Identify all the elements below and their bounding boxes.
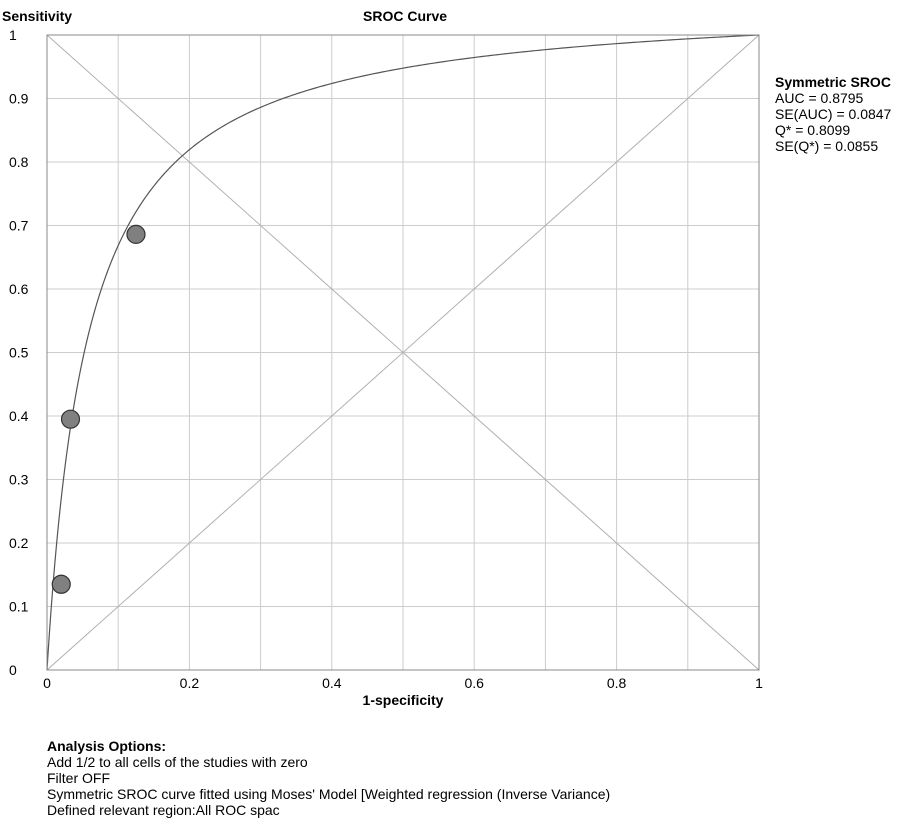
summary-se-auc: SE(AUC) = 0.0847 — [775, 106, 892, 122]
x-tick-label: 1 — [755, 675, 763, 691]
options-heading: Analysis Options: — [47, 738, 167, 754]
study-point — [60, 409, 81, 429]
y-tick-label: 0 — [9, 662, 17, 678]
option-line: Defined relevant region:All ROC spac — [47, 802, 280, 818]
data-points — [51, 224, 146, 594]
x-tick-label: 0.2 — [180, 675, 200, 691]
y-tick-label: 0.5 — [9, 345, 29, 361]
y-tick-label: 0.6 — [9, 281, 29, 297]
anti-diagonal-line — [46, 34, 760, 671]
x-tick-label: 0.6 — [464, 675, 484, 691]
study-point — [126, 224, 146, 244]
chart-title: SROC Curve — [363, 8, 448, 24]
study-point — [51, 574, 71, 594]
y-tick-label: 0.1 — [9, 599, 29, 615]
x-axis-label: 1-specificity — [363, 692, 444, 708]
x-tick-label: 0.8 — [607, 675, 627, 691]
y-tick-label: 0.7 — [9, 218, 29, 234]
tick-labels: 0 0.2 0.4 0.6 0.8 1 0 0.1 0.2 0.3 0.4 0.5 0.6 0.7 0.8 0… — [9, 27, 763, 691]
x-tick-label: 0 — [43, 675, 51, 691]
sroc-chart: 0 0.2 0.4 0.6 0.8 1 0 0.1 0.2 0.3 0.4 0.5 0.6 0.7 0.8 0… — [9, 27, 763, 708]
summary-heading: Symmetric SROC — [775, 74, 891, 90]
analysis-options: Analysis Options: Add 1/2 to all cells o… — [47, 738, 610, 818]
option-line: Filter OFF — [47, 770, 110, 786]
plot-area-frame — [46, 34, 760, 671]
option-line: Add 1/2 to all cells of the studies with… — [47, 754, 308, 770]
y-tick-label: 0.3 — [9, 472, 29, 488]
option-line: Symmetric SROC curve fitted using Moses'… — [47, 786, 611, 802]
y-tick-label: 0.9 — [9, 91, 29, 107]
y-tick-label: 0.4 — [9, 408, 29, 424]
sroc-curve — [46, 34, 760, 670]
reference-lines — [46, 34, 760, 671]
y-tick-label: 0.2 — [9, 535, 29, 551]
x-tick-label: 0.4 — [322, 675, 342, 691]
y-tick-label: 1 — [9, 27, 17, 43]
y-axis-label: Sensitivity — [2, 8, 73, 24]
sroc-summary: Symmetric SROC AUC = 0.8795 SE(AUC) = 0.… — [775, 74, 891, 154]
summary-auc: AUC = 0.8795 — [775, 90, 864, 106]
grid-lines — [47, 35, 759, 670]
summary-se-q-star: SE(Q*) = 0.0855 — [775, 138, 879, 154]
curve-layer — [46, 34, 760, 670]
summary-q-star: Q* = 0.8099 — [775, 122, 851, 138]
y-tick-label: 0.8 — [9, 154, 29, 170]
